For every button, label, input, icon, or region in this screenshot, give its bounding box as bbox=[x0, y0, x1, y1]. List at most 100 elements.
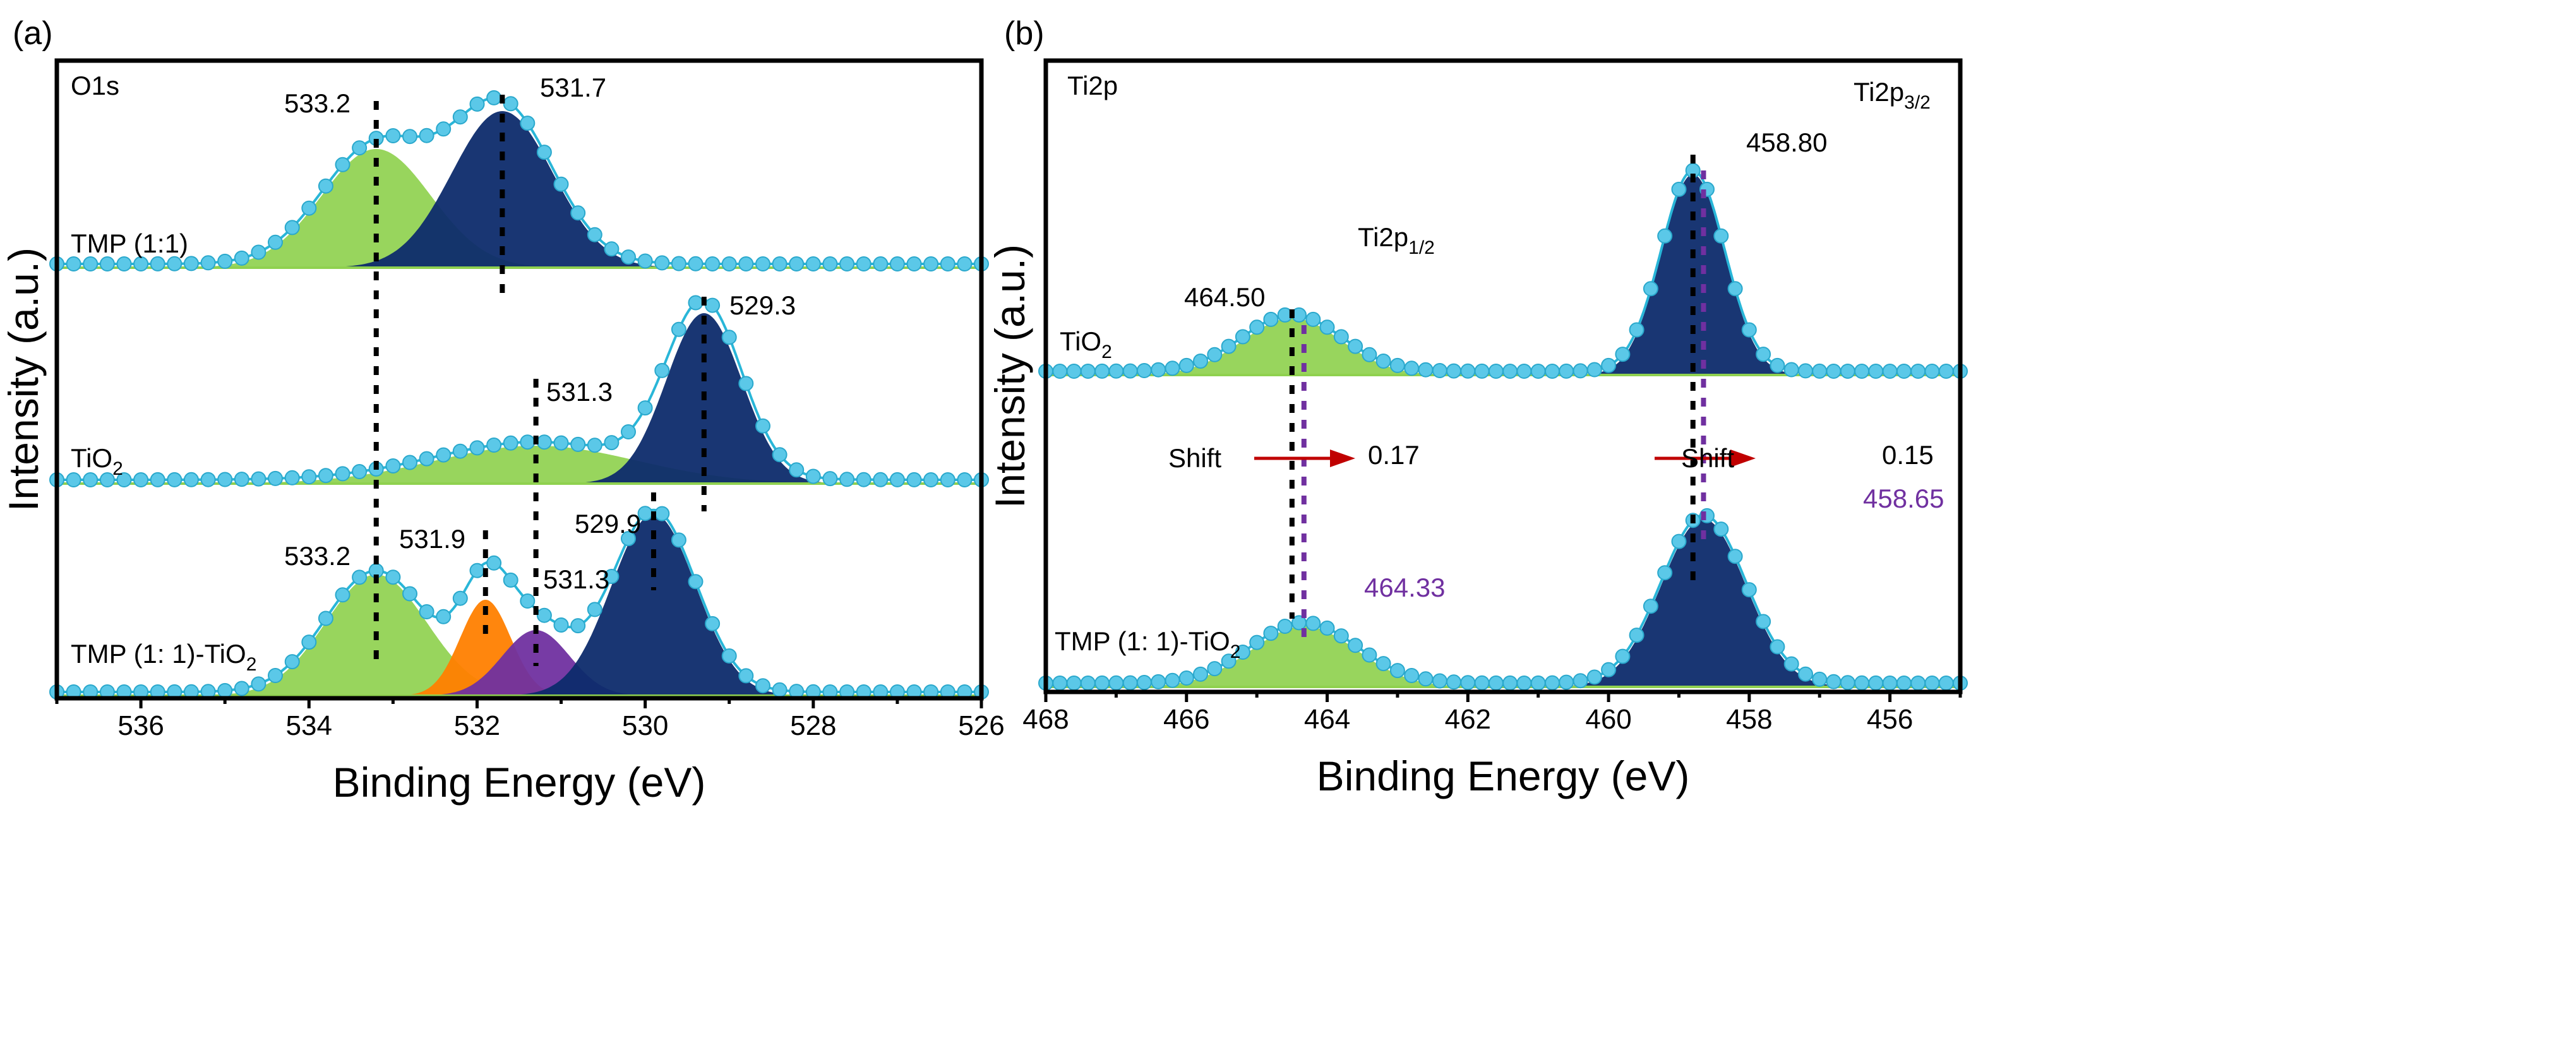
peak-label-shifted: 458.65 bbox=[1863, 484, 1944, 513]
data-point bbox=[1362, 347, 1377, 362]
data-point bbox=[1559, 674, 1574, 690]
data-point bbox=[1305, 311, 1321, 327]
data-point bbox=[1502, 675, 1518, 691]
panel-a-xlabel: Binding Energy (eV) bbox=[333, 759, 706, 806]
data-point bbox=[1770, 357, 1785, 373]
data-point bbox=[1165, 360, 1180, 376]
data-point bbox=[805, 468, 821, 484]
data-point bbox=[402, 455, 417, 470]
data-point bbox=[906, 472, 922, 487]
shift-arrow-head bbox=[1330, 450, 1355, 467]
data-point bbox=[1333, 628, 1349, 644]
x-tick-label: 536 bbox=[117, 710, 164, 741]
data-point bbox=[621, 249, 636, 265]
data-point bbox=[436, 121, 452, 137]
data-point bbox=[1896, 676, 1912, 691]
data-point bbox=[856, 472, 872, 487]
data-point bbox=[1586, 362, 1602, 378]
data-point bbox=[268, 470, 283, 486]
peak-name-ti2p12: Ti2p1/2 bbox=[1358, 222, 1435, 258]
data-point bbox=[889, 256, 905, 271]
data-point bbox=[873, 256, 889, 271]
fitted-peak-area bbox=[57, 111, 981, 268]
x-tick-label: 466 bbox=[1163, 704, 1209, 735]
shift-label: Shift bbox=[1168, 443, 1221, 473]
data-point bbox=[1601, 357, 1617, 373]
data-point bbox=[604, 435, 620, 451]
data-point bbox=[839, 256, 855, 271]
data-point bbox=[604, 569, 620, 584]
data-point bbox=[755, 418, 770, 434]
data-point bbox=[301, 634, 317, 650]
data-point bbox=[1545, 675, 1560, 691]
data-point bbox=[150, 472, 165, 487]
peak-name-ti2p32: Ti2p3/2 bbox=[1854, 77, 1931, 113]
data-point bbox=[66, 256, 81, 271]
data-point bbox=[1854, 364, 1870, 379]
data-point bbox=[520, 434, 536, 450]
spectrum-label-composite: TMP (1: 1)-TiO2 bbox=[71, 639, 256, 675]
data-point bbox=[1165, 672, 1180, 688]
data-point bbox=[1136, 675, 1152, 690]
data-point bbox=[1375, 354, 1391, 369]
data-point bbox=[940, 256, 956, 271]
data-point bbox=[1938, 364, 1954, 379]
data-point bbox=[1418, 671, 1434, 687]
shift-value: 0.17 bbox=[1368, 440, 1420, 470]
data-point bbox=[1389, 357, 1405, 373]
data-point bbox=[553, 435, 569, 451]
data-point bbox=[469, 440, 485, 456]
data-point bbox=[1586, 669, 1602, 685]
data-point bbox=[352, 464, 368, 479]
data-point bbox=[856, 256, 872, 271]
data-point bbox=[268, 234, 283, 250]
spectrum-label-composite: TMP (1: 1)-TiO2 bbox=[1055, 626, 1240, 662]
data-point bbox=[1207, 347, 1223, 362]
data-point bbox=[385, 458, 401, 473]
data-point bbox=[822, 471, 838, 487]
data-point bbox=[284, 220, 300, 235]
data-point bbox=[452, 109, 468, 125]
data-point bbox=[923, 472, 939, 487]
envelope-fit-line bbox=[1046, 169, 1960, 372]
data-point bbox=[1488, 675, 1504, 691]
spectrum-label-tmp: TMP (1:1) bbox=[71, 229, 188, 258]
data-point bbox=[587, 602, 602, 617]
fitted-peak-area bbox=[57, 149, 981, 268]
data-point bbox=[1404, 668, 1420, 683]
data-point bbox=[671, 321, 686, 337]
data-point bbox=[738, 256, 754, 271]
data-point bbox=[621, 424, 636, 439]
data-point bbox=[452, 443, 468, 459]
data-point bbox=[688, 256, 704, 271]
data-point bbox=[1221, 338, 1237, 354]
data-point bbox=[1178, 670, 1194, 686]
data-point bbox=[772, 447, 788, 463]
data-point bbox=[721, 330, 737, 345]
data-point bbox=[436, 609, 452, 624]
data-point bbox=[923, 256, 939, 271]
data-point bbox=[1319, 620, 1335, 636]
data-point bbox=[1615, 648, 1631, 664]
data-point bbox=[167, 256, 183, 271]
data-point bbox=[1052, 364, 1068, 379]
peak-label: 458.80 bbox=[1746, 128, 1827, 157]
data-point bbox=[520, 593, 536, 609]
data-point bbox=[1362, 647, 1377, 663]
data-point bbox=[570, 436, 586, 452]
data-point bbox=[520, 116, 536, 131]
data-point bbox=[1136, 363, 1152, 378]
data-point bbox=[1094, 675, 1110, 691]
data-point bbox=[469, 96, 485, 112]
data-point bbox=[402, 129, 417, 145]
data-point bbox=[318, 468, 333, 484]
data-point bbox=[1840, 364, 1855, 379]
data-point bbox=[167, 472, 183, 487]
data-point bbox=[503, 96, 518, 112]
data-point bbox=[318, 178, 333, 194]
data-point bbox=[284, 654, 300, 670]
data-point bbox=[1812, 671, 1828, 687]
data-point bbox=[721, 256, 737, 271]
data-point bbox=[217, 682, 233, 698]
